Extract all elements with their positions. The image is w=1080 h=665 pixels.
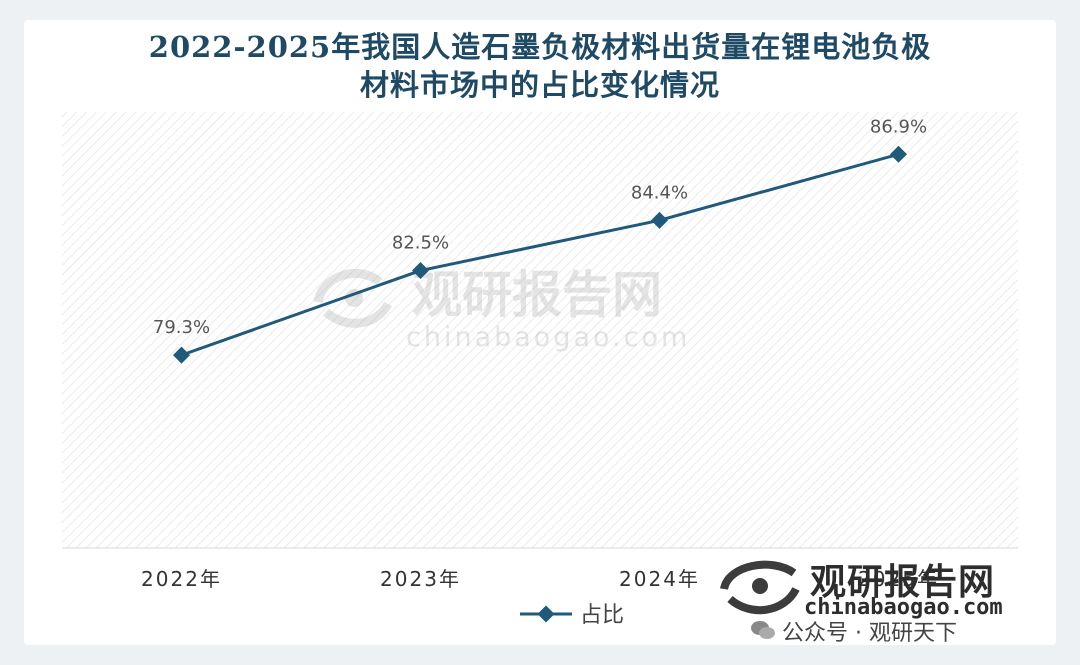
- data-labels: 79.3% 82.5% 84.4% 86.9%: [153, 116, 927, 338]
- data-label-2022年: 79.3%: [153, 317, 210, 338]
- data-label-2025年: 86.9%: [870, 116, 927, 137]
- legend-marker-icon: [537, 605, 555, 623]
- watermark-corner-en: chinabaogao.com: [804, 595, 1003, 620]
- watermark-center-en: chinabaogao.com: [406, 322, 690, 353]
- data-point-2025年: [890, 145, 907, 163]
- wechat-icon: [751, 621, 775, 639]
- chart-title-line-1: 2022-2025年我国人造石墨负极材料出货量在锂电池负极: [148, 30, 932, 64]
- data-point-2023年: [412, 262, 429, 280]
- chart-title: 2022-2025年我国人造石墨负极材料出货量在锂电池负极 材料市场中的占比变化…: [24, 28, 1056, 104]
- watermark-corner-logo-icon: [720, 560, 800, 615]
- series-markers: [173, 145, 907, 364]
- legend: 占比: [520, 603, 624, 628]
- x-tick-label-2024年: 2024年: [619, 567, 700, 591]
- plot-area: [62, 112, 1018, 548]
- x-tick-label-2025年: 2025年: [858, 567, 939, 591]
- watermark-center: 观研报告网 chinabaogao.com: [313, 266, 690, 353]
- data-point-2024年: [651, 211, 668, 229]
- watermark-center-cn: 观研报告网: [412, 266, 662, 324]
- watermark-corner: 观研报告网 chinabaogao.com 公众号 · 观研天下: [720, 553, 1020, 648]
- chart-title-line-2: 材料市场中的占比变化情况: [359, 68, 720, 102]
- watermark-corner-cn: 观研报告网: [810, 562, 996, 603]
- legend-label: 占比: [580, 603, 624, 628]
- data-point-2022年: [173, 346, 190, 364]
- x-tick-label-2023年: 2023年: [380, 567, 461, 591]
- data-label-2024年: 84.4%: [631, 182, 688, 203]
- series-line-占比: [180, 152, 899, 357]
- x-tick-label-2022年: 2022年: [141, 567, 222, 591]
- data-label-2023年: 82.5%: [392, 233, 449, 254]
- watermark-logo-icon: [313, 268, 392, 328]
- watermark-corner-pub: 公众号 · 观研天下: [782, 621, 957, 646]
- x-tick-labels: 2022年 2023年 2024年 2025年: [141, 567, 939, 591]
